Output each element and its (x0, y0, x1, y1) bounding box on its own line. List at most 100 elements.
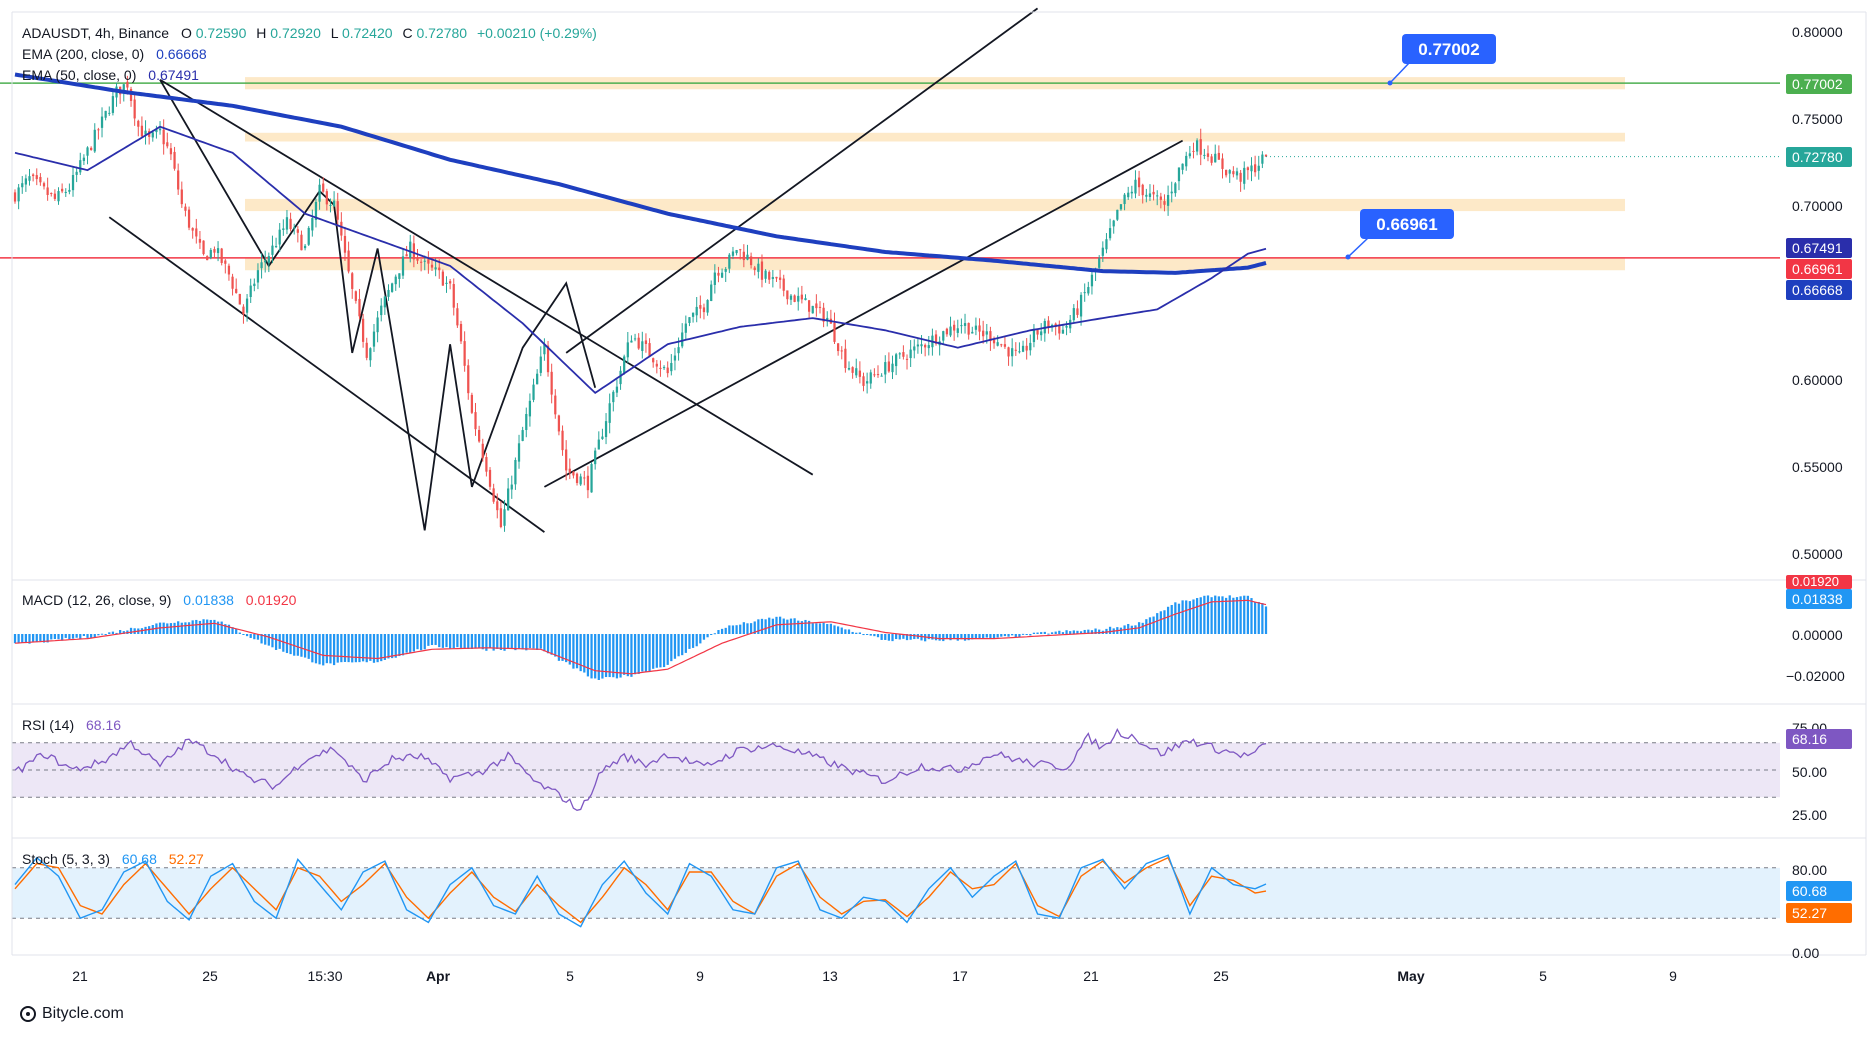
macd-histogram-bar (325, 634, 328, 664)
candle-body (1134, 179, 1137, 194)
macd-histogram-bar (1152, 616, 1155, 634)
macd-histogram-bar (1177, 603, 1181, 634)
candle-body (840, 350, 843, 352)
candle-body (851, 367, 854, 373)
ema50-price-badge (1786, 238, 1852, 258)
ema200-line (14, 72, 1267, 275)
macd-histogram-bar (496, 634, 499, 649)
candle-body (75, 171, 78, 175)
candle-body (459, 323, 463, 342)
time-axis[interactable]: 21 25 15:30 Apr 5 9 13 17 21 25 May 5 9 (72, 968, 1677, 984)
candle-body (293, 227, 296, 229)
macd-histogram-bar (104, 634, 107, 635)
candle-body (688, 317, 691, 324)
macd-histogram-bar (822, 622, 825, 634)
macd-histogram-bar (1166, 606, 1170, 634)
macd-histogram-bar (86, 634, 89, 638)
macd-histogram-bar (510, 634, 513, 649)
macd-histogram-bar (1087, 629, 1090, 634)
descending-channel-upper (159, 78, 814, 476)
macd-histogram-bar (862, 634, 865, 636)
macd-panel[interactable] (13, 595, 1268, 680)
macd-histogram-bar (1083, 629, 1086, 634)
macd-histogram-bar (641, 634, 644, 672)
macd-histogram-bar (528, 634, 532, 649)
candle-body (195, 228, 198, 237)
support-callout-text: 0.66961 (1376, 215, 1437, 234)
price-axis[interactable]: 0.80000 0.75000 0.70000 0.60000 0.55000 … (1786, 24, 1852, 961)
macd-histogram-bar (224, 624, 227, 634)
candle-body (1011, 348, 1014, 357)
ema200-price-badge (1786, 280, 1852, 300)
macd-histogram-bar (800, 621, 803, 634)
main-panel[interactable] (0, 7, 1780, 533)
macd-histogram-bar (927, 634, 930, 640)
candle-body (133, 99, 136, 119)
macd-histogram-bar (492, 634, 495, 651)
macd-histogram-bar (1036, 632, 1039, 634)
candle-body (162, 129, 165, 145)
macd-histogram-bar (303, 634, 307, 658)
macd-histogram-bar (543, 634, 546, 652)
candle-body (1029, 342, 1032, 351)
price-tick-label: 0.55000 (1792, 459, 1843, 475)
macd-histogram-bar (739, 624, 742, 634)
macd-histogram-bar (423, 634, 426, 650)
macd-histogram-bar (177, 621, 180, 634)
candle-body (579, 476, 582, 485)
candle-body (449, 281, 452, 284)
candle-body (1188, 153, 1191, 157)
resistance-callout-text: 0.77002 (1418, 40, 1479, 59)
candle-body (1166, 194, 1170, 206)
macd-histogram-bar (554, 634, 557, 657)
macd-histogram-bar (956, 634, 959, 641)
candle-body (884, 362, 887, 375)
candle-body (887, 361, 891, 372)
close-value: 0.72780 (416, 25, 467, 41)
candle-body (1145, 194, 1148, 197)
candle-body (1192, 150, 1195, 152)
price-zone (245, 258, 1625, 271)
macd-histogram-bar (336, 634, 339, 663)
macd-histogram-bar (586, 634, 590, 677)
macd-histogram-bar (1029, 634, 1032, 636)
macd-histogram-bar (793, 618, 796, 634)
low-label: L (331, 25, 339, 41)
candle-body (300, 234, 303, 251)
candle-body (590, 464, 593, 493)
macd-histogram-bar (361, 634, 365, 662)
candle-body (1058, 324, 1061, 334)
macd-histogram-bar (1192, 599, 1195, 634)
macd-histogram-bar (604, 634, 608, 678)
macd-histogram-bar (1250, 598, 1253, 634)
candle-body (206, 256, 209, 261)
macd-tick-label: 0.00000 (1792, 627, 1843, 643)
brand-logo-icon (20, 1006, 36, 1022)
candle-body (1203, 154, 1206, 156)
macd-histogram-bar (213, 619, 216, 634)
macd-histogram-bar (996, 634, 999, 638)
rsi-panel[interactable] (12, 727, 1780, 811)
candle-body (619, 370, 622, 385)
candle-body (1072, 308, 1075, 321)
candle-body (615, 386, 619, 393)
resistance-callout (1402, 34, 1496, 64)
candle-body (771, 277, 774, 279)
rising-channel-lower (543, 139, 1184, 488)
candle-body (329, 204, 332, 206)
candle-body (401, 256, 405, 276)
macd-histogram-bar (122, 631, 125, 634)
candle-body (916, 344, 920, 347)
macd-histogram-bar (963, 634, 967, 641)
time-tick-label: May (1397, 968, 1424, 984)
macd-histogram-bar (677, 634, 680, 657)
candle-body (956, 328, 959, 333)
candle-body (445, 282, 448, 284)
candle-body (332, 200, 336, 207)
macd-histogram-bar (706, 634, 709, 638)
candle-body (978, 325, 981, 332)
stoch-panel[interactable] (12, 854, 1780, 928)
candle-body (481, 443, 484, 458)
macd-histogram-bar (1159, 611, 1162, 634)
